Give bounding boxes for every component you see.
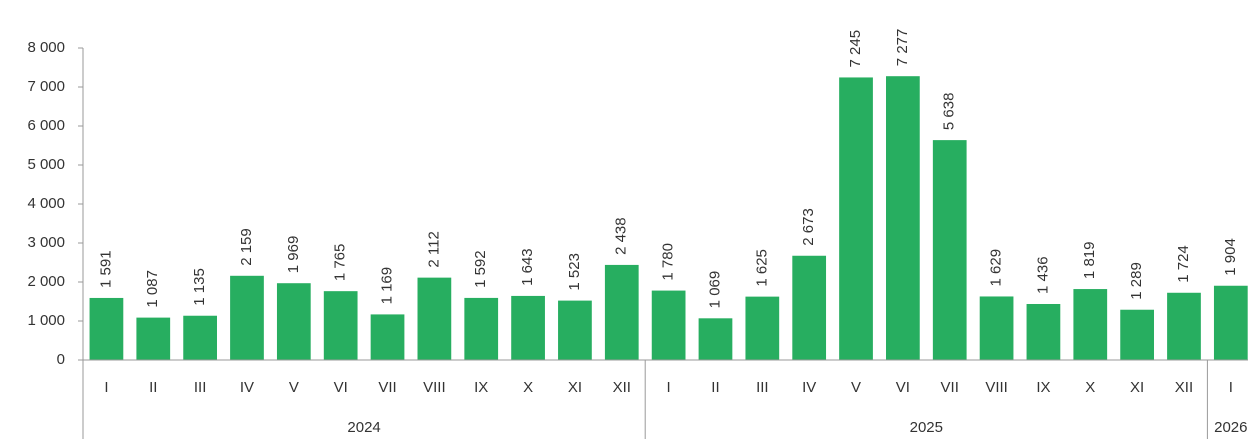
data-label: 7 245	[847, 30, 864, 68]
y-tick-label: 1 000	[27, 312, 65, 329]
y-tick-label: 6 000	[27, 117, 65, 134]
x-tick-label: I	[667, 379, 671, 396]
group-label: 2025	[910, 419, 943, 436]
data-label: 2 112	[425, 231, 442, 267]
x-tick-label: IX	[1036, 379, 1050, 396]
x-tick-label: IV	[240, 379, 254, 396]
x-tick-label: III	[194, 379, 207, 396]
data-label: 1 436	[1034, 256, 1051, 294]
x-tick-label: II	[711, 379, 719, 396]
bar	[886, 76, 920, 361]
bar	[792, 255, 827, 360]
data-label: 1 643	[519, 248, 536, 286]
data-label: 1 069	[706, 271, 723, 309]
bar	[1213, 285, 1248, 360]
x-tick-label: X	[1085, 379, 1095, 396]
bar	[183, 315, 217, 360]
y-tick-label: 7 000	[27, 78, 65, 95]
x-tick-label: I	[1229, 379, 1233, 396]
y-tick-label: 8 000	[27, 39, 65, 56]
x-tick-label: V	[289, 379, 299, 396]
bar	[651, 290, 686, 360]
data-label: 1 289	[1128, 262, 1145, 300]
data-label: 1 087	[144, 270, 161, 308]
y-tick-label: 3 000	[27, 234, 65, 251]
y-tick-label: 0	[57, 351, 65, 368]
data-label: 2 673	[800, 208, 817, 246]
data-label: 1 625	[753, 249, 770, 287]
x-tick-label: X	[523, 379, 533, 396]
bar	[745, 296, 780, 360]
x-tick-label: IV	[802, 379, 816, 396]
data-label: 2 159	[238, 228, 255, 266]
data-label: 1 629	[988, 249, 1005, 287]
y-tick-label: 5 000	[27, 156, 65, 173]
bar	[511, 295, 545, 360]
group-label: 2026	[1214, 419, 1247, 436]
x-tick-label: XI	[1130, 379, 1144, 396]
x-tick-label: I	[104, 379, 108, 396]
data-label: 1 169	[378, 267, 395, 305]
x-tick-label: V	[851, 379, 861, 396]
x-tick-label: III	[756, 379, 769, 396]
data-label: 7 277	[894, 29, 911, 67]
bar	[230, 275, 264, 360]
data-label: 1 591	[97, 250, 114, 288]
x-tick-label: XI	[568, 379, 582, 396]
bar	[89, 297, 124, 360]
bar	[1073, 289, 1108, 360]
x-tick-label: II	[149, 379, 157, 396]
group-label: 2024	[347, 419, 380, 436]
data-label: 1 724	[1175, 245, 1192, 283]
data-label: 1 765	[332, 244, 349, 282]
x-tick-label: XII	[1175, 379, 1193, 396]
bar	[932, 140, 967, 360]
y-tick-label: 2 000	[27, 273, 65, 290]
bar	[698, 318, 733, 360]
x-tick-label: IX	[474, 379, 488, 396]
data-label: 2 438	[613, 217, 630, 255]
x-tick-label: XII	[613, 379, 631, 396]
data-label: 1 969	[285, 236, 302, 274]
bar	[370, 314, 405, 360]
x-tick-label: VIII	[423, 379, 446, 396]
x-tick-label: VI	[334, 379, 348, 396]
data-label: 5 638	[941, 93, 958, 131]
y-tick-label: 4 000	[27, 195, 65, 212]
data-label: 1 904	[1222, 238, 1239, 276]
data-label: 1 592	[472, 250, 489, 288]
bar	[464, 297, 499, 360]
bar	[136, 317, 171, 360]
bar	[1026, 303, 1061, 360]
bar	[979, 296, 1014, 360]
data-label: 1 819	[1081, 242, 1098, 280]
bar	[558, 300, 592, 360]
bar	[604, 264, 639, 360]
data-label: 1 135	[191, 268, 208, 306]
x-tick-label: VIII	[985, 379, 1008, 396]
x-tick-label: VII	[941, 379, 959, 396]
x-tick-label: VII	[378, 379, 396, 396]
bar	[417, 277, 452, 360]
bar	[839, 77, 873, 360]
bar	[1120, 309, 1154, 360]
bar	[323, 291, 358, 360]
data-label: 1 523	[566, 253, 583, 291]
data-label: 1 780	[660, 243, 677, 281]
x-tick-label: VI	[896, 379, 910, 396]
bar	[276, 283, 311, 360]
bar	[1167, 292, 1201, 360]
